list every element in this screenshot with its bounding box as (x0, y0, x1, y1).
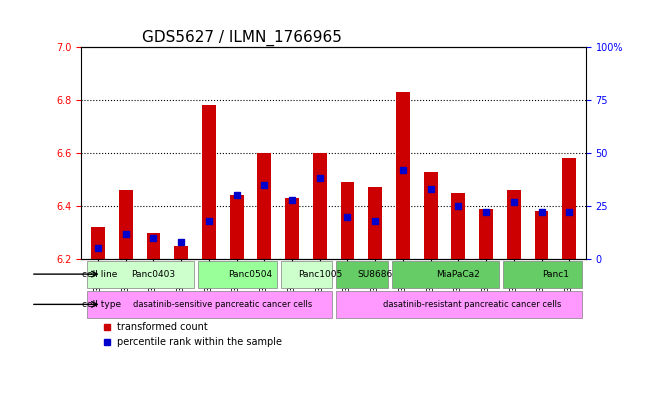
FancyBboxPatch shape (337, 261, 388, 288)
FancyBboxPatch shape (392, 261, 499, 288)
Bar (479, 209, 493, 259)
FancyBboxPatch shape (281, 261, 332, 288)
Bar (230, 195, 243, 259)
Bar (340, 182, 354, 259)
Bar (257, 153, 271, 259)
Bar (507, 190, 521, 259)
Text: GDS5627 / ILMN_1766965: GDS5627 / ILMN_1766965 (142, 29, 342, 46)
Bar (91, 227, 105, 259)
Text: SU8686: SU8686 (357, 270, 393, 279)
Bar (146, 233, 160, 259)
Bar (174, 246, 188, 259)
Bar (396, 92, 410, 259)
Text: dasatinib-sensitive pancreatic cancer cells: dasatinib-sensitive pancreatic cancer ce… (133, 300, 312, 309)
Text: cell type: cell type (82, 300, 121, 309)
Text: transformed count: transformed count (117, 322, 208, 332)
Text: Panc0403: Panc0403 (132, 270, 176, 279)
Text: percentile rank within the sample: percentile rank within the sample (117, 337, 282, 347)
Bar (451, 193, 465, 259)
Text: Panc1: Panc1 (542, 270, 569, 279)
Text: Panc1005: Panc1005 (298, 270, 342, 279)
Text: dasatinib-resistant pancreatic cancer cells: dasatinib-resistant pancreatic cancer ce… (383, 300, 561, 309)
Text: cell line: cell line (82, 270, 117, 279)
FancyBboxPatch shape (87, 261, 193, 288)
Bar (424, 172, 437, 259)
FancyBboxPatch shape (337, 291, 582, 318)
Bar (562, 158, 576, 259)
Text: MiaPaCa2: MiaPaCa2 (437, 270, 480, 279)
Bar (285, 198, 299, 259)
Bar (534, 211, 549, 259)
Bar (202, 105, 216, 259)
Bar (118, 190, 133, 259)
Text: Panc0504: Panc0504 (229, 270, 273, 279)
FancyBboxPatch shape (87, 291, 332, 318)
FancyBboxPatch shape (503, 261, 582, 288)
Bar (313, 153, 327, 259)
FancyBboxPatch shape (198, 261, 277, 288)
Bar (368, 187, 382, 259)
